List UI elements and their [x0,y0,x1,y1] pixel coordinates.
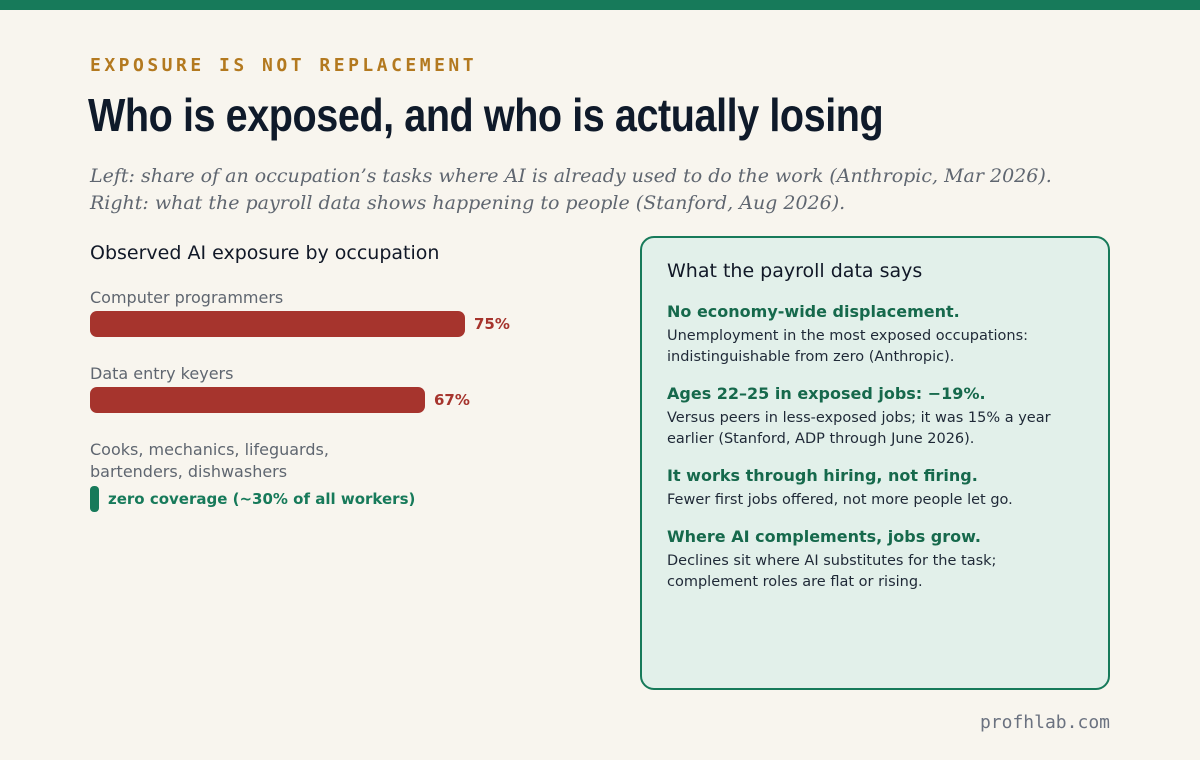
bar-row-data-entry: Data entry keyers 67% [90,363,610,413]
card-title: What the payroll data says [667,260,923,282]
bar-value-label: 75% [474,315,510,333]
finding-heading: No economy-wide displacement. [667,302,960,321]
eyebrow-label: EXPOSURE IS NOT REPLACEMENT [90,55,478,76]
page-title: Who is exposed, and who is actually losi… [88,89,884,141]
finding-body: Unemployment in the most exposed occupat… [667,328,1029,365]
zero-coverage-marker [90,486,99,512]
page-subtitle: Left: share of an occupation’s tasks whe… [90,165,1052,214]
bar-label: Computer programmers [90,288,284,307]
finding-heading: Where AI complements, jobs grow. [667,527,981,546]
finding-item: It works through hiring, not firing. Few… [667,465,1087,511]
site-url[interactable]: profhlab.com [979,712,1110,733]
bar-label: Data entry keyers [90,364,234,383]
finding-heading: Ages 22–25 in exposed jobs: −19%. [667,384,986,403]
bar-label: Cooks, mechanics, lifeguards, bartenders… [90,440,329,481]
bar-programmers [90,311,465,337]
bar-row-programmers: Computer programmers 75% [90,287,610,337]
bar-row-zero-coverage: Cooks, mechanics, lifeguards, bartenders… [90,439,415,512]
finding-item: No economy-wide displacement. Unemployme… [667,301,1087,368]
finding-item: Where AI complements, jobs grow. Decline… [667,526,1087,593]
finding-body: Versus peers in less-exposed jobs; it wa… [667,410,1051,447]
zero-coverage-label: zero coverage (~30% of all workers) [108,490,416,508]
top-accent-bar [0,0,1200,10]
bar-data-entry [90,387,425,413]
finding-body: Fewer first jobs offered, not more peopl… [667,492,1013,508]
chart-title: Observed AI exposure by occupation [90,242,440,264]
bar-value-label: 67% [434,391,470,409]
payroll-summary-card: What the payroll data says No economy-wi… [640,236,1110,690]
finding-item: Ages 22–25 in exposed jobs: −19%. Versus… [667,383,1087,450]
finding-body: Declines sit where AI substitutes for th… [667,553,997,590]
finding-heading: It works through hiring, not firing. [667,466,978,485]
